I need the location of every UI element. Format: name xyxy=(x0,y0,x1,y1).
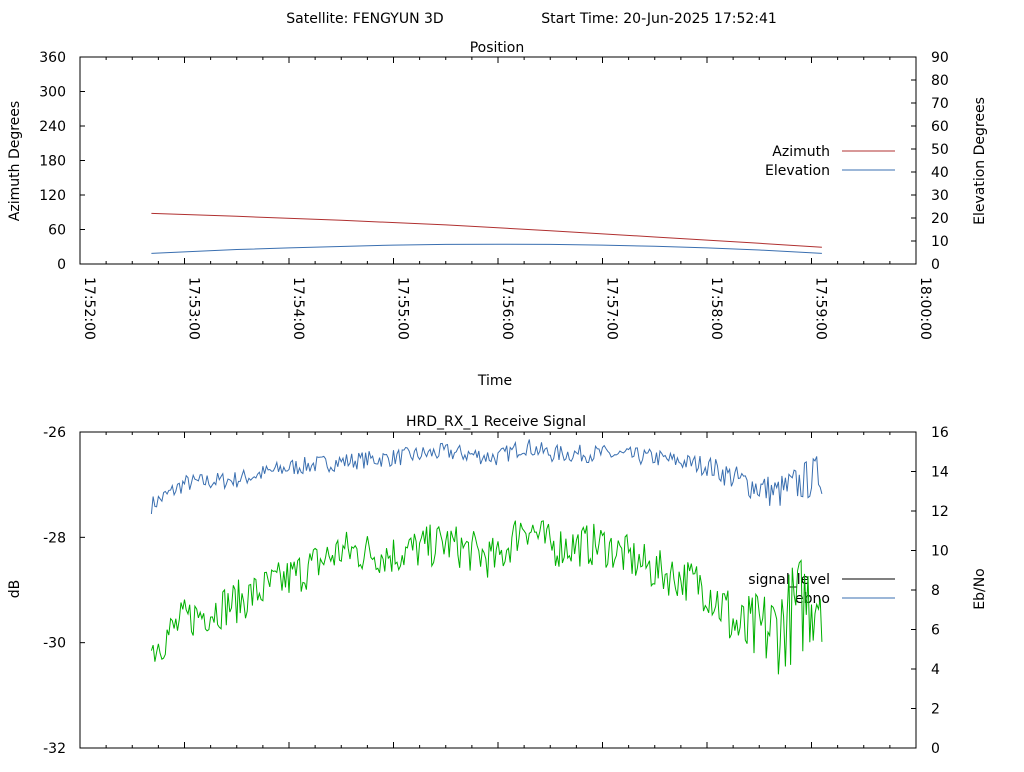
elevation-axis-tick-label: 10 xyxy=(931,234,949,250)
time-tick-label: 17:55:00 xyxy=(395,277,411,340)
position-x-axis-label: Time xyxy=(477,373,512,389)
ebno-axis-tick-label: 10 xyxy=(931,544,949,560)
signal-trace-line xyxy=(150,520,823,675)
azimuth-axis-label: Azimuth Degrees xyxy=(7,101,23,221)
elevation-axis-tick-label: 0 xyxy=(931,257,940,273)
ebno-axis-tick-label: 16 xyxy=(931,425,949,441)
ebno-axis-tick-label: 6 xyxy=(931,623,940,639)
time-tick-label: 17:53:00 xyxy=(186,277,202,340)
ebno-axis-tick-label: 4 xyxy=(931,662,940,678)
elevation-axis-label: Elevation Degrees xyxy=(972,97,988,225)
azimuth-axis-tick-label: 240 xyxy=(39,119,66,135)
db-axis-tick-label: -32 xyxy=(43,741,66,757)
elevation-line xyxy=(151,243,822,254)
position-chart-title: Position xyxy=(470,40,525,56)
elevation-axis-tick-label: 40 xyxy=(931,165,949,181)
time-tick-label: 18:00:00 xyxy=(917,277,933,340)
elevation-axis-tick-label: 70 xyxy=(931,96,949,112)
time-tick-label: 17:52:00 xyxy=(81,277,97,340)
elevation-axis-tick-label: 60 xyxy=(931,119,949,135)
signal-plot-frame xyxy=(79,431,917,749)
chart-marks: 060120180240300360010203040506070809017:… xyxy=(39,50,949,757)
legend-azimuth-label: Azimuth xyxy=(772,144,830,160)
azimuth-axis-tick-label: 180 xyxy=(39,154,66,170)
time-tick-label: 17:59:00 xyxy=(813,277,829,340)
start-time-label: Start Time: 20-Jun-2025 17:52:41 xyxy=(541,11,777,27)
db-axis-tick-label: -28 xyxy=(43,530,66,546)
db-axis-tick-label: -26 xyxy=(43,425,66,441)
azimuth-axis-tick-label: 360 xyxy=(39,50,66,66)
elevation-axis-tick-label: 80 xyxy=(931,73,949,89)
time-tick-label: 17:56:00 xyxy=(499,277,515,340)
position-plot-frame xyxy=(79,56,917,265)
ebno-axis-tick-label: 14 xyxy=(931,465,949,481)
ebno-axis-tick-label: 8 xyxy=(931,583,940,599)
azimuth-axis-tick-label: 0 xyxy=(57,257,66,273)
ebno-trace-line xyxy=(150,439,823,515)
elevation-axis-tick-label: 50 xyxy=(931,142,949,158)
ebno-axis-tick-label: 12 xyxy=(931,504,949,520)
signal-chart-title: HRD_RX_1 Receive Signal xyxy=(406,414,586,430)
ebno-axis-tick-label: 2 xyxy=(931,702,940,718)
azimuth-axis-tick-label: 300 xyxy=(39,85,66,101)
ebno-axis-tick-label: 0 xyxy=(931,741,940,757)
elevation-axis-tick-label: 90 xyxy=(931,50,949,66)
elevation-axis-tick-label: 30 xyxy=(931,188,949,204)
satellite-label: Satellite: FENGYUN 3D xyxy=(286,11,443,27)
azimuth-axis-tick-label: 60 xyxy=(48,223,66,239)
time-tick-label: 17:57:00 xyxy=(604,277,620,340)
db-axis-label: dB xyxy=(7,580,23,599)
db-axis-tick-label: -30 xyxy=(43,636,66,652)
time-tick-label: 17:54:00 xyxy=(290,277,306,340)
legend-elevation-label: Elevation xyxy=(765,163,830,179)
elevation-axis-tick-label: 20 xyxy=(931,211,949,227)
azimuth-axis-tick-label: 120 xyxy=(39,188,66,204)
time-tick-label: 17:58:00 xyxy=(708,277,724,340)
azimuth-line xyxy=(151,212,822,248)
legend-ebno-label: ebno xyxy=(795,591,830,607)
ebno-axis-label: Eb/No xyxy=(972,568,988,610)
